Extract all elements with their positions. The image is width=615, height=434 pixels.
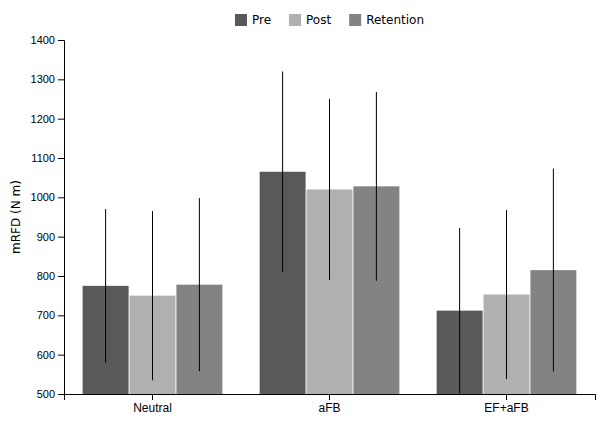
legend-label: Post [306,13,331,27]
tick: 1400 [31,34,64,46]
tick-label: 800 [37,270,55,282]
series [83,71,483,394]
legend: Pre Post Retention [235,13,424,27]
tick-mark [58,276,64,277]
tick: aFB [318,394,340,415]
tick: EF+aFB [484,394,528,415]
tick-mark [506,394,507,400]
tick-label: 900 [37,231,55,243]
tick: 700 [37,309,64,321]
tick-mark [152,394,153,400]
tick-label: 1400 [31,34,55,46]
tick-label: 1200 [31,113,55,125]
tick: 1300 [31,73,64,85]
legend-swatch [235,14,247,26]
tick: 1000 [31,191,64,203]
tick-mark [58,197,64,198]
tick-label: Neutral [133,401,172,415]
x-axis: Neutral aFB EF+aFB [65,394,596,415]
tick: 800 [37,270,64,282]
error-bar [199,198,200,371]
error-bar [553,169,554,372]
tick-mark [58,158,64,159]
legend-item: Pre [235,13,271,27]
y-axis-title: mRFD (N m) [9,180,23,254]
legend-item: Post [289,13,331,27]
legend-label: Retention [366,13,424,27]
error-bar [376,92,377,281]
error-bar [152,211,153,380]
tick-label: aFB [318,401,340,415]
tick-label: 500 [37,388,55,400]
chart: 500 600 700 800 900 1000 1100 1200 1300 1400 Neutr… [0,0,615,434]
plot: 500 600 700 800 900 1000 1100 1200 1300 1400 Neutr… [31,34,596,415]
tick-label: 1000 [31,191,55,203]
tick: 500 [37,388,64,400]
tick-label: 1300 [31,73,55,85]
tick-label: 700 [37,309,55,321]
error-bar [282,71,283,272]
tick-label: EF+aFB [484,401,528,415]
tick-mark [329,394,330,400]
legend-swatch [289,14,301,26]
tick-mark [58,315,64,316]
marks [83,71,577,394]
tick-label: 1100 [31,152,55,164]
error-bar [105,209,106,362]
tick-mark [58,355,64,356]
tick-mark [58,237,64,238]
error-bar [506,210,507,379]
tick: 900 [37,231,64,243]
legend-label: Pre [252,13,271,27]
axis-line [65,395,596,401]
tick-mark [58,40,64,41]
error-bar [329,99,330,280]
legend-swatch [349,14,361,26]
series [130,99,530,394]
error-bar [459,228,460,393]
tick-mark [58,119,64,120]
tick-label: 600 [37,349,55,361]
legend-item: Retention [349,13,424,27]
tick-mark [58,394,64,395]
tick: 1200 [31,113,64,125]
axis-line [58,41,65,395]
tick: Neutral [133,394,172,415]
tick: 1100 [31,152,64,164]
series [176,92,576,394]
tick-mark [58,79,64,80]
tick: 600 [37,349,64,361]
y-axis: 500 600 700 800 900 1000 1100 1200 1300 1400 [31,34,65,400]
